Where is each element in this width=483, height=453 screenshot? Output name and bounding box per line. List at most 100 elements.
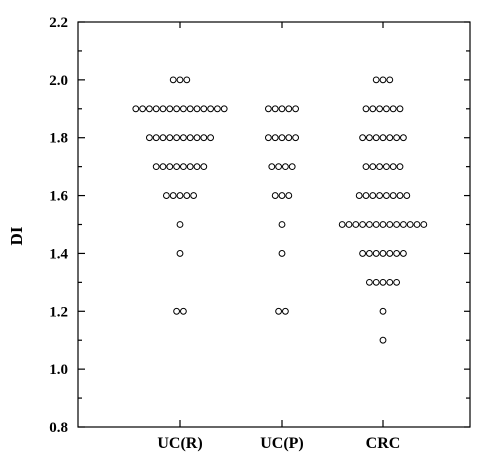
data-point bbox=[370, 164, 376, 170]
data-point bbox=[367, 251, 373, 257]
data-point bbox=[167, 106, 173, 112]
data-point bbox=[174, 135, 180, 141]
data-point bbox=[380, 135, 386, 141]
data-point bbox=[147, 135, 153, 141]
data-point bbox=[208, 106, 214, 112]
data-point bbox=[421, 222, 427, 228]
data-point bbox=[373, 251, 379, 257]
data-point bbox=[370, 106, 376, 112]
data-point bbox=[397, 106, 403, 112]
data-point bbox=[272, 193, 278, 199]
data-point bbox=[377, 106, 383, 112]
data-point bbox=[177, 77, 183, 83]
data-point bbox=[187, 135, 193, 141]
data-point bbox=[360, 222, 366, 228]
data-point bbox=[380, 77, 386, 83]
data-point bbox=[279, 135, 285, 141]
data-point bbox=[394, 135, 400, 141]
data-point bbox=[390, 106, 396, 112]
data-point bbox=[384, 193, 390, 199]
data-point bbox=[286, 106, 292, 112]
data-point bbox=[394, 251, 400, 257]
data-point bbox=[177, 251, 183, 257]
data-point bbox=[283, 308, 289, 314]
data-point bbox=[401, 251, 407, 257]
data-point bbox=[177, 193, 183, 199]
data-point bbox=[279, 222, 285, 228]
data-point bbox=[367, 135, 373, 141]
data-point bbox=[384, 106, 390, 112]
data-point bbox=[194, 135, 200, 141]
data-point bbox=[373, 135, 379, 141]
data-point bbox=[184, 193, 190, 199]
data-point bbox=[373, 279, 379, 285]
data-point bbox=[293, 135, 299, 141]
data-point bbox=[184, 77, 190, 83]
data-point bbox=[370, 193, 376, 199]
data-point bbox=[269, 164, 275, 170]
data-point bbox=[414, 222, 420, 228]
data-point bbox=[360, 251, 366, 257]
data-point bbox=[363, 164, 369, 170]
y-tick-label: 1.6 bbox=[49, 189, 68, 205]
data-point bbox=[153, 106, 159, 112]
data-point bbox=[276, 164, 282, 170]
data-point bbox=[363, 193, 369, 199]
data-points bbox=[133, 77, 427, 343]
data-point bbox=[279, 193, 285, 199]
data-point bbox=[147, 106, 153, 112]
data-point bbox=[272, 135, 278, 141]
data-point bbox=[160, 106, 166, 112]
data-point bbox=[367, 279, 373, 285]
y-tick-label: 1.4 bbox=[49, 246, 68, 262]
data-point bbox=[272, 106, 278, 112]
y-tick-label: 1.8 bbox=[49, 131, 68, 147]
x-axis: UC(R) UC(P) CRC bbox=[157, 22, 400, 452]
data-point bbox=[187, 106, 193, 112]
data-point bbox=[394, 222, 400, 228]
data-point bbox=[276, 308, 282, 314]
data-point bbox=[387, 135, 393, 141]
data-point bbox=[221, 106, 227, 112]
data-point bbox=[394, 279, 400, 285]
data-point bbox=[194, 164, 200, 170]
y-axis: 0.8 1.0 1.2 1.4 1.6 1.8 2.0 2.2 bbox=[49, 15, 470, 436]
data-point bbox=[390, 193, 396, 199]
data-point bbox=[266, 106, 272, 112]
data-point bbox=[181, 106, 187, 112]
data-point bbox=[286, 193, 292, 199]
data-point bbox=[194, 106, 200, 112]
data-point bbox=[293, 106, 299, 112]
data-point bbox=[167, 135, 173, 141]
data-point bbox=[380, 308, 386, 314]
data-point bbox=[377, 193, 383, 199]
data-point bbox=[279, 251, 285, 257]
data-point bbox=[208, 135, 214, 141]
data-point bbox=[174, 308, 180, 314]
data-point bbox=[181, 164, 187, 170]
data-point bbox=[387, 251, 393, 257]
data-point bbox=[170, 77, 176, 83]
data-point bbox=[377, 164, 383, 170]
data-point bbox=[215, 106, 221, 112]
data-point bbox=[279, 106, 285, 112]
data-point bbox=[174, 106, 180, 112]
data-point bbox=[201, 164, 207, 170]
data-point bbox=[346, 222, 352, 228]
y-axis-title: DI bbox=[7, 226, 26, 245]
data-point bbox=[266, 135, 272, 141]
data-point bbox=[286, 135, 292, 141]
data-point bbox=[384, 164, 390, 170]
data-point bbox=[174, 164, 180, 170]
data-point bbox=[191, 193, 197, 199]
data-point bbox=[164, 193, 170, 199]
data-point bbox=[373, 77, 379, 83]
data-point bbox=[339, 222, 345, 228]
data-point bbox=[401, 135, 407, 141]
data-point bbox=[153, 164, 159, 170]
data-point bbox=[360, 135, 366, 141]
data-point bbox=[363, 106, 369, 112]
data-point bbox=[140, 106, 146, 112]
data-point bbox=[397, 164, 403, 170]
data-point bbox=[401, 222, 407, 228]
